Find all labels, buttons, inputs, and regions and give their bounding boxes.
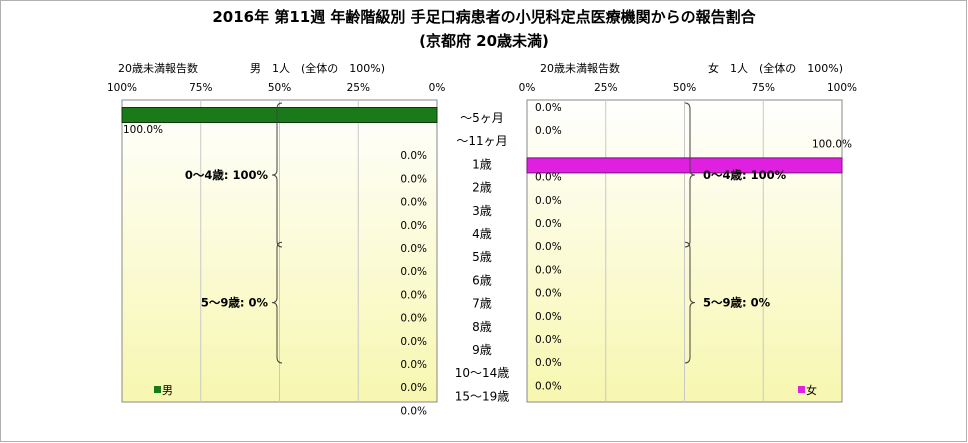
male-value-labels: 100.0% 0.0% 0.0% 0.0% 0.0% 0.0% 0.0% 0.0% 0.0% 0.…	[123, 124, 427, 417]
female-header-label: 20歳未満報告数	[540, 62, 620, 75]
male-tick-labels: 0% 25% 50% 75% 100%	[107, 82, 445, 94]
male-bar	[121, 107, 438, 123]
male-gridlines	[200, 100, 359, 402]
male-tick-label: 75%	[189, 82, 212, 94]
female-tick-label: 50%	[673, 82, 696, 94]
female-value-label: 0.0%	[535, 380, 562, 392]
category-label: 2歳	[472, 181, 492, 195]
male-value-label: 0.0%	[400, 313, 427, 325]
male-group-annotations: 0～4歳: 100% 5～9歳: 0%	[185, 102, 283, 364]
male-value-label: 0.0%	[400, 173, 427, 185]
female-group-brace	[684, 241, 696, 364]
female-value-label: 100.0%	[812, 138, 852, 150]
male-tick-label: 100%	[107, 82, 137, 94]
category-label: 10～14歳	[455, 366, 510, 380]
female-bar	[526, 157, 843, 174]
male-value-label: 0.0%	[400, 359, 427, 371]
female-tick-label: 25%	[594, 82, 617, 94]
category-label: 7歳	[472, 297, 492, 311]
female-value-label: 0.0%	[535, 172, 562, 184]
male-header-summary: 男 1人 (全体の 100%)	[250, 61, 385, 75]
male-group-label: 5～9歳: 0%	[201, 296, 269, 310]
female-gridlines	[605, 100, 764, 402]
female-group-brace	[684, 102, 696, 248]
female-group-label: 5～9歳: 0%	[703, 296, 771, 310]
female-value-label: 0.0%	[535, 218, 562, 230]
male-bars	[121, 107, 438, 123]
female-value-label: 0.0%	[535, 311, 562, 323]
female-legend-swatch	[798, 386, 805, 393]
female-bars	[526, 157, 843, 174]
male-value-label: 0.0%	[400, 197, 427, 209]
category-label: 6歳	[472, 273, 492, 287]
male-value-label: 0.0%	[400, 266, 427, 278]
female-group-label: 0～4歳: 100%	[703, 168, 787, 182]
female-legend-label: 女	[806, 383, 817, 397]
chart-title: 2016年 第11週 年齢階級別 手足口病患者の小児科定点医療機関からの報告割合	[212, 8, 756, 26]
male-group-brace	[271, 241, 283, 364]
male-tick-label: 25%	[347, 82, 370, 94]
male-header-label: 20歳未満報告数	[118, 62, 198, 75]
female-value-label: 0.0%	[535, 288, 562, 300]
male-value-label: 0.0%	[400, 243, 427, 255]
male-group-label: 0～4歳: 100%	[185, 168, 269, 182]
male-value-label: 0.0%	[400, 405, 427, 417]
category-labels: ～5ヶ月 ～11ヶ月 1歳 2歳 3歳 4歳 5歳 6歳 7歳 8歳 9歳 10～14歳 15～19歳	[455, 111, 510, 403]
male-value-label: 100.0%	[123, 124, 163, 136]
male-group-brace	[271, 102, 283, 248]
female-tick-label: 0%	[519, 82, 536, 94]
category-label: ～5ヶ月	[460, 111, 504, 125]
female-value-labels: 0.0% 0.0% 100.0% 0.0% 0.0% 0.0% 0.0% 0.0% 0.0% 0.…	[535, 102, 852, 392]
category-label: 4歳	[472, 227, 492, 241]
female-value-label: 0.0%	[535, 357, 562, 369]
female-tick-labels: 0% 25% 50% 75% 100%	[519, 82, 857, 94]
male-legend-label: 男	[162, 384, 173, 397]
male-value-label: 0.0%	[400, 220, 427, 232]
chart-subtitle: (京都府 20歳未満)	[419, 32, 549, 50]
female-value-label: 0.0%	[535, 241, 562, 253]
male-value-label: 0.0%	[400, 150, 427, 162]
female-tick-label: 75%	[752, 82, 775, 94]
male-value-label: 0.0%	[400, 289, 427, 301]
male-value-label: 0.0%	[400, 336, 427, 348]
category-label: 9歳	[472, 343, 492, 357]
category-label: 3歳	[472, 204, 492, 218]
female-group-annotations: 0～4歳: 100% 5～9歳: 0%	[684, 102, 787, 364]
category-label: ～11ヶ月	[456, 134, 507, 148]
male-value-label: 0.0%	[400, 382, 427, 394]
male-tick-label: 0%	[429, 82, 446, 94]
category-label: 1歳	[472, 157, 492, 171]
male-legend-swatch	[154, 386, 161, 393]
male-tick-label: 50%	[268, 82, 291, 94]
category-label: 5歳	[472, 250, 492, 264]
female-header-summary: 女 1人 (全体の 100%)	[708, 61, 843, 75]
female-value-label: 0.0%	[535, 125, 562, 137]
female-tick-label: 100%	[827, 82, 857, 94]
female-value-label: 0.0%	[535, 102, 562, 114]
female-value-label: 0.0%	[535, 264, 562, 276]
category-label: 15～19歳	[455, 389, 510, 403]
female-value-label: 0.0%	[535, 195, 562, 207]
category-label: 8歳	[472, 320, 492, 334]
female-value-label: 0.0%	[535, 334, 562, 346]
